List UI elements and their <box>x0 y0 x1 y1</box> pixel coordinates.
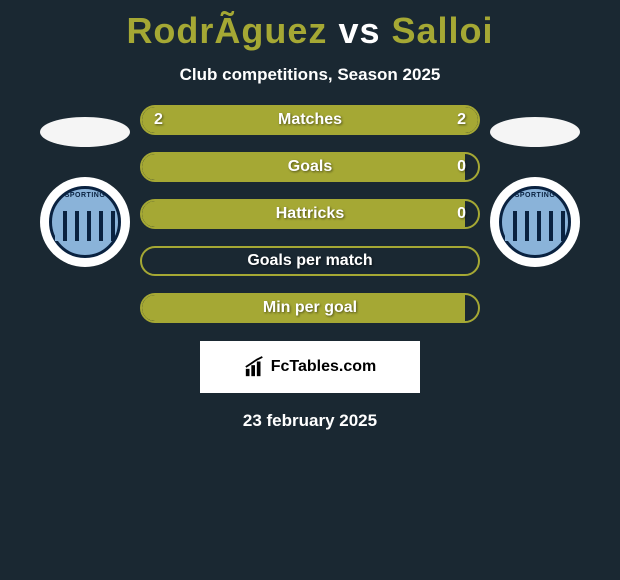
stat-label: Min per goal <box>263 299 357 317</box>
player1-avatar <box>40 117 130 147</box>
stat-left-value: 2 <box>154 111 163 129</box>
date-text: 23 february 2025 <box>0 411 620 431</box>
right-side: SPORTING <box>490 105 580 267</box>
stat-bar: Goals 0 <box>140 152 480 182</box>
stat-label: Goals <box>288 158 332 176</box>
left-side: SPORTING <box>40 105 130 267</box>
team-logo-inner: SPORTING <box>499 186 571 258</box>
team-logo-stripes <box>505 211 565 241</box>
player2-avatar <box>490 117 580 147</box>
stat-right-value: 2 <box>457 111 466 129</box>
player2-team-logo: SPORTING <box>490 177 580 267</box>
stats-column: 2 Matches 2 Goals 0 Hattricks 0 Goals per match… <box>140 105 480 323</box>
comparison-card: RodrÃ­guez vs Salloi Club competitions, … <box>0 0 620 431</box>
team-logo-inner: SPORTING <box>49 186 121 258</box>
title-vs: vs <box>338 10 380 51</box>
player2-name: Salloi <box>392 10 494 51</box>
team-logo-stripes <box>55 211 115 241</box>
stat-bar: 2 Matches 2 <box>140 105 480 135</box>
team-logo-text: SPORTING <box>65 192 106 199</box>
subtitle: Club competitions, Season 2025 <box>0 57 620 105</box>
stat-label: Matches <box>278 111 342 129</box>
stat-right-value: 0 <box>457 205 466 223</box>
player1-team-logo: SPORTING <box>40 177 130 267</box>
page-title: RodrÃ­guez vs Salloi <box>0 0 620 57</box>
stat-bar: Goals per match <box>140 246 480 276</box>
stat-right-value: 0 <box>457 158 466 176</box>
stat-bar: Hattricks 0 <box>140 199 480 229</box>
brand-box[interactable]: FcTables.com <box>200 341 420 393</box>
stat-label: Goals per match <box>247 252 372 270</box>
chart-icon <box>244 356 266 378</box>
team-logo-text: SPORTING <box>515 192 556 199</box>
brand-name: FcTables.com <box>271 358 377 376</box>
stat-bar: Min per goal <box>140 293 480 323</box>
content-row: SPORTING 2Matches2Goals0Hattricks0Goals … <box>0 105 620 323</box>
stat-label: Hattricks <box>276 205 344 223</box>
player1-name: RodrÃ­guez <box>126 10 327 51</box>
